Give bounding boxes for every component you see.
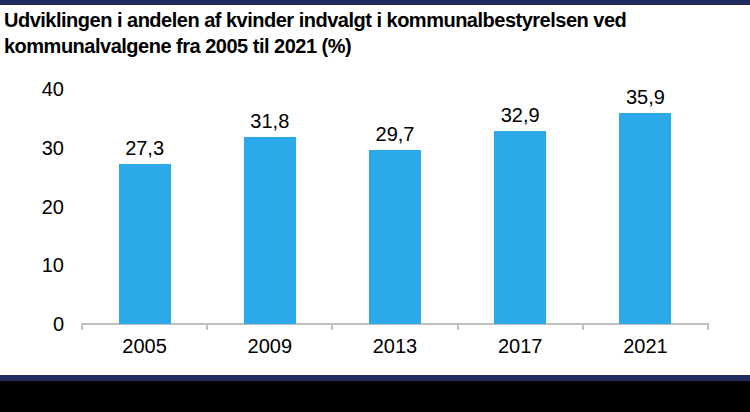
x-axis-category-label: 2021 xyxy=(595,334,695,358)
bar xyxy=(619,113,671,324)
bar-value-label: 31,8 xyxy=(230,109,310,133)
y-axis-tick-label: 30 xyxy=(0,136,64,160)
y-axis-tick-label: 40 xyxy=(0,77,64,101)
x-axis-category-label: 2005 xyxy=(95,334,195,358)
x-axis-tick-mark xyxy=(707,323,709,330)
bar xyxy=(244,137,296,324)
x-axis-category-label: 2009 xyxy=(220,334,320,358)
bar xyxy=(119,164,171,324)
bar-value-label: 35,9 xyxy=(605,85,685,109)
x-axis-tick-mark xyxy=(582,323,584,330)
x-axis-category-label: 2013 xyxy=(345,334,445,358)
x-axis-category-label: 2017 xyxy=(470,334,570,358)
x-axis-tick-mark xyxy=(331,323,333,330)
bar-value-label: 29,7 xyxy=(355,122,435,146)
bar-value-label: 27,3 xyxy=(105,136,185,160)
chart-page: Udviklingen i andelen af kvinder indvalg… xyxy=(0,0,750,412)
bottom-black-bar xyxy=(0,381,750,412)
x-axis-tick-mark xyxy=(206,323,208,330)
bar xyxy=(494,131,546,324)
x-axis-tick-mark xyxy=(457,323,459,330)
y-axis-tick-label: 10 xyxy=(0,253,64,277)
y-axis-tick-label: 20 xyxy=(0,195,64,219)
bar-value-label: 32,9 xyxy=(480,103,560,127)
y-axis-tick-label: 0 xyxy=(0,312,64,336)
bar-chart: 0 10 20 30 40 27,3 2005 31,8 2009 29,7 2013 32,9 201… xyxy=(0,0,750,412)
bar xyxy=(369,150,421,324)
x-axis-tick-mark xyxy=(81,323,83,330)
